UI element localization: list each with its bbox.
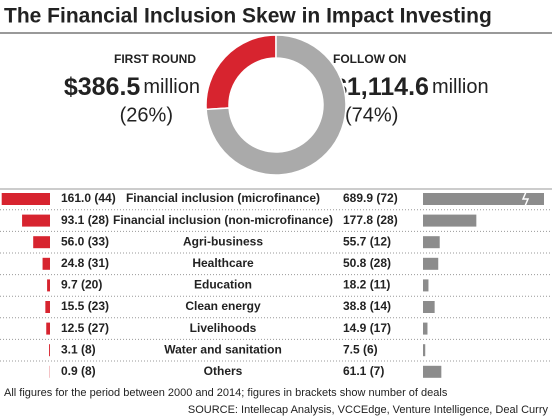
bar-follow-on — [423, 257, 439, 270]
value-label: 50.8 (28) — [343, 256, 391, 270]
value-label: 9.7 (20) — [61, 278, 102, 292]
bar-follow-on — [423, 236, 440, 249]
category-label: Education — [194, 278, 252, 292]
source: SOURCE: Intellecap Analysis, VCCEdge, Ve… — [188, 404, 549, 416]
category-label: Livelihoods — [190, 321, 257, 335]
value-label: 93.1 (28) — [61, 213, 109, 227]
category-label: Water and sanitation — [164, 342, 282, 356]
value-label: 14.9 (17) — [343, 321, 391, 335]
bar-first-round — [49, 344, 50, 357]
value-label: 689.9 (72) — [343, 191, 398, 205]
first-round-share: (26%) — [120, 104, 173, 126]
title: The Financial Inclusion Skew in Impact I… — [4, 5, 492, 28]
bar-follow-on — [423, 301, 435, 313]
unit: million — [143, 76, 200, 98]
value-label: 15.5 (23) — [61, 299, 109, 313]
bar-follow-on — [423, 279, 429, 292]
footnote: All figures for the period between 2000 … — [4, 387, 448, 399]
amount: $386.5 — [64, 73, 141, 101]
value-label: 12.5 (27) — [61, 321, 109, 335]
bar-follow-on — [423, 365, 442, 378]
first-round-amount: $386.5 million — [64, 73, 200, 101]
category-label: Financial inclusion (non-microfinance) — [113, 213, 333, 227]
follow-on-label: FOLLOW ON — [333, 52, 406, 66]
donut-slice — [205, 34, 347, 176]
bar-first-round — [33, 236, 50, 249]
value-label: 18.2 (11) — [343, 278, 390, 292]
bar-first-round — [47, 279, 50, 292]
bar-first-round — [42, 257, 50, 270]
bar-follow-on — [423, 344, 426, 357]
bar-follow-on — [423, 193, 544, 205]
category-label: Financial inclusion (microfinance) — [126, 191, 320, 205]
value-label: 61.1 (7) — [343, 364, 384, 378]
bar-follow-on — [423, 214, 477, 227]
bar-first-round — [1, 193, 50, 205]
value-label: 56.0 (33) — [61, 234, 109, 248]
first-round-label: FIRST ROUND — [114, 52, 196, 66]
value-label: 7.5 (6) — [343, 342, 378, 356]
follow-on-amount: $1,114.6 million — [333, 73, 489, 101]
category-label: Agri-business — [183, 234, 263, 248]
donut-slice — [205, 34, 277, 111]
bar-first-round — [46, 322, 50, 335]
value-label: 3.1 (8) — [61, 342, 96, 356]
unit: million — [432, 76, 489, 98]
value-label: 161.0 (44) — [61, 191, 116, 205]
follow-on-share: (74%) — [345, 104, 398, 126]
category-label: Others — [204, 364, 243, 378]
value-label: 55.7 (12) — [343, 234, 391, 248]
bar-first-round — [22, 214, 50, 227]
value-label: 177.8 (28) — [343, 213, 398, 227]
bar-follow-on — [423, 322, 428, 335]
category-label: Clean energy — [185, 299, 261, 313]
category-label: Healthcare — [192, 256, 254, 270]
amount: $1,114.6 — [333, 73, 429, 101]
value-label: 0.9 (8) — [61, 364, 96, 378]
value-label: 38.8 (14) — [343, 299, 391, 313]
bar-first-round — [45, 301, 50, 313]
bar-break — [521, 191, 530, 207]
value-label: 24.8 (31) — [61, 256, 109, 270]
